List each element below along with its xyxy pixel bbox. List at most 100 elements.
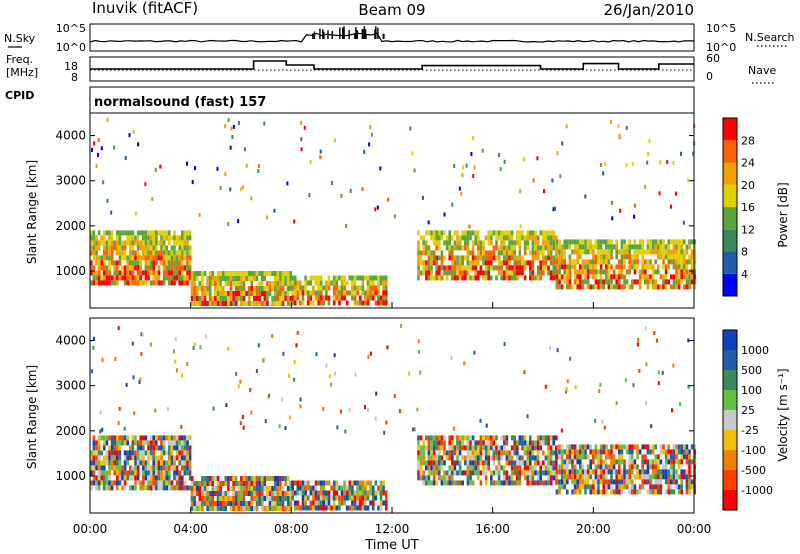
heatmap-cell: [568, 469, 572, 475]
heatmap-cell: [432, 435, 436, 441]
heatmap-cell: [100, 240, 103, 246]
heatmap-cell: [487, 265, 490, 271]
heatmap-cell: [304, 275, 307, 281]
heatmap-cell: [152, 280, 155, 286]
heatmap-cell: [638, 269, 642, 275]
heatmap-cell: [227, 301, 230, 306]
heatmap-cell: [638, 244, 642, 250]
heatmap-cell: [690, 269, 694, 275]
heatmap-cell: [240, 291, 243, 296]
heatmap-cell: [631, 284, 634, 290]
heatmap-cell: [168, 265, 171, 271]
heatmap-cell: [558, 249, 561, 255]
heatmap-cell: [289, 496, 293, 501]
heatmap-cell: [482, 435, 485, 441]
heatmap-cell: [131, 270, 135, 276]
heatmap-cell: [377, 505, 380, 511]
heatmap-cell: [513, 265, 516, 271]
heatmap-cell: [221, 276, 225, 281]
x-tick-label: 08:00: [274, 522, 309, 536]
heatmap-cell: [345, 290, 349, 296]
heatmap-cell: [451, 455, 454, 461]
heatmap-cell: [364, 405, 366, 409]
heatmap-cell: [566, 469, 569, 475]
heatmap-cell: [592, 254, 595, 260]
heatmap-cell: [309, 159, 312, 164]
heatmap-cell: [687, 384, 690, 389]
heatmap-cell: [147, 480, 150, 486]
heatmap-cell: [319, 295, 323, 301]
heatmap-cell: [453, 470, 457, 476]
heatmap-cell: [417, 440, 420, 446]
heatmap-cell: [430, 230, 433, 236]
heatmap-cell: [173, 255, 176, 261]
heatmap-cell: [508, 275, 511, 281]
heatmap-cell: [644, 326, 647, 331]
heatmap-cell: [327, 280, 331, 286]
heatmap-cell: [126, 240, 129, 246]
heatmap-cell: [105, 230, 109, 236]
heatmap-cell: [667, 279, 670, 285]
heatmap-cell: [458, 435, 462, 441]
heatmap-cell: [332, 295, 336, 301]
heatmap-cell: [605, 454, 608, 460]
heatmap-cell: [469, 435, 472, 441]
heatmap-cell: [241, 185, 244, 190]
heatmap-cell: [579, 459, 582, 465]
heatmap-cell: [625, 444, 629, 450]
heatmap-cell: [95, 250, 98, 256]
heatmap-cell: [173, 275, 176, 281]
heatmap-cell: [526, 245, 529, 251]
heatmap-cell: [610, 479, 613, 485]
heatmap-cell: [469, 250, 472, 256]
heatmap-cell: [683, 274, 686, 280]
heatmap-cell: [685, 249, 689, 255]
heatmap-cell: [340, 409, 342, 414]
heatmap-cell: [317, 300, 320, 306]
heatmap-cell: [212, 406, 215, 411]
heatmap-cell: [144, 250, 148, 256]
heatmap-cell: [266, 301, 269, 306]
heatmap-cell: [677, 489, 681, 495]
heatmap-cell: [497, 235, 501, 241]
heatmap-cell: [641, 444, 644, 450]
heatmap-cell: [589, 464, 592, 470]
heatmap-cell: [649, 249, 652, 255]
heatmap-cell: [175, 475, 179, 481]
heatmap-cell: [542, 270, 545, 276]
heatmap-cell: [332, 285, 336, 291]
heatmap-cell: [451, 475, 454, 481]
heatmap-cell: [393, 214, 396, 219]
heatmap-cell: [306, 300, 310, 306]
heatmap-cell: [664, 479, 668, 485]
heatmap-cell: [284, 491, 287, 496]
heatmap-cell: [190, 296, 194, 301]
heatmap-cell: [299, 285, 302, 291]
heatmap-cell: [348, 505, 352, 511]
heatmap-cell: [579, 254, 582, 260]
heatmap-cell: [136, 450, 140, 456]
heatmap-cell: [667, 454, 670, 460]
heatmap-cell: [432, 455, 436, 461]
heatmap-cell: [186, 465, 189, 471]
heatmap-cell: [221, 296, 225, 301]
heatmap-cell: [584, 469, 587, 475]
heatmap-cell: [654, 444, 657, 450]
heatmap-cell: [474, 460, 477, 466]
heatmap-cell: [605, 279, 608, 285]
heatmap-cell: [181, 260, 184, 266]
heatmap-cell: [451, 440, 454, 446]
heatmap-cell: [149, 250, 153, 256]
heatmap-cell: [633, 444, 637, 450]
heatmap-cell: [279, 281, 282, 286]
heatmap-cell: [144, 450, 148, 456]
heatmap-cell: [317, 495, 320, 501]
heatmap-cell: [288, 373, 291, 378]
heatmap-cell: [131, 230, 135, 236]
heatmap-cell: [672, 449, 676, 455]
heatmap-cell: [309, 290, 313, 296]
heatmap-cell: [116, 470, 119, 476]
heatmap-cell: [173, 260, 176, 266]
colorbar-swatch: [723, 118, 737, 141]
heatmap-cell: [186, 460, 189, 466]
